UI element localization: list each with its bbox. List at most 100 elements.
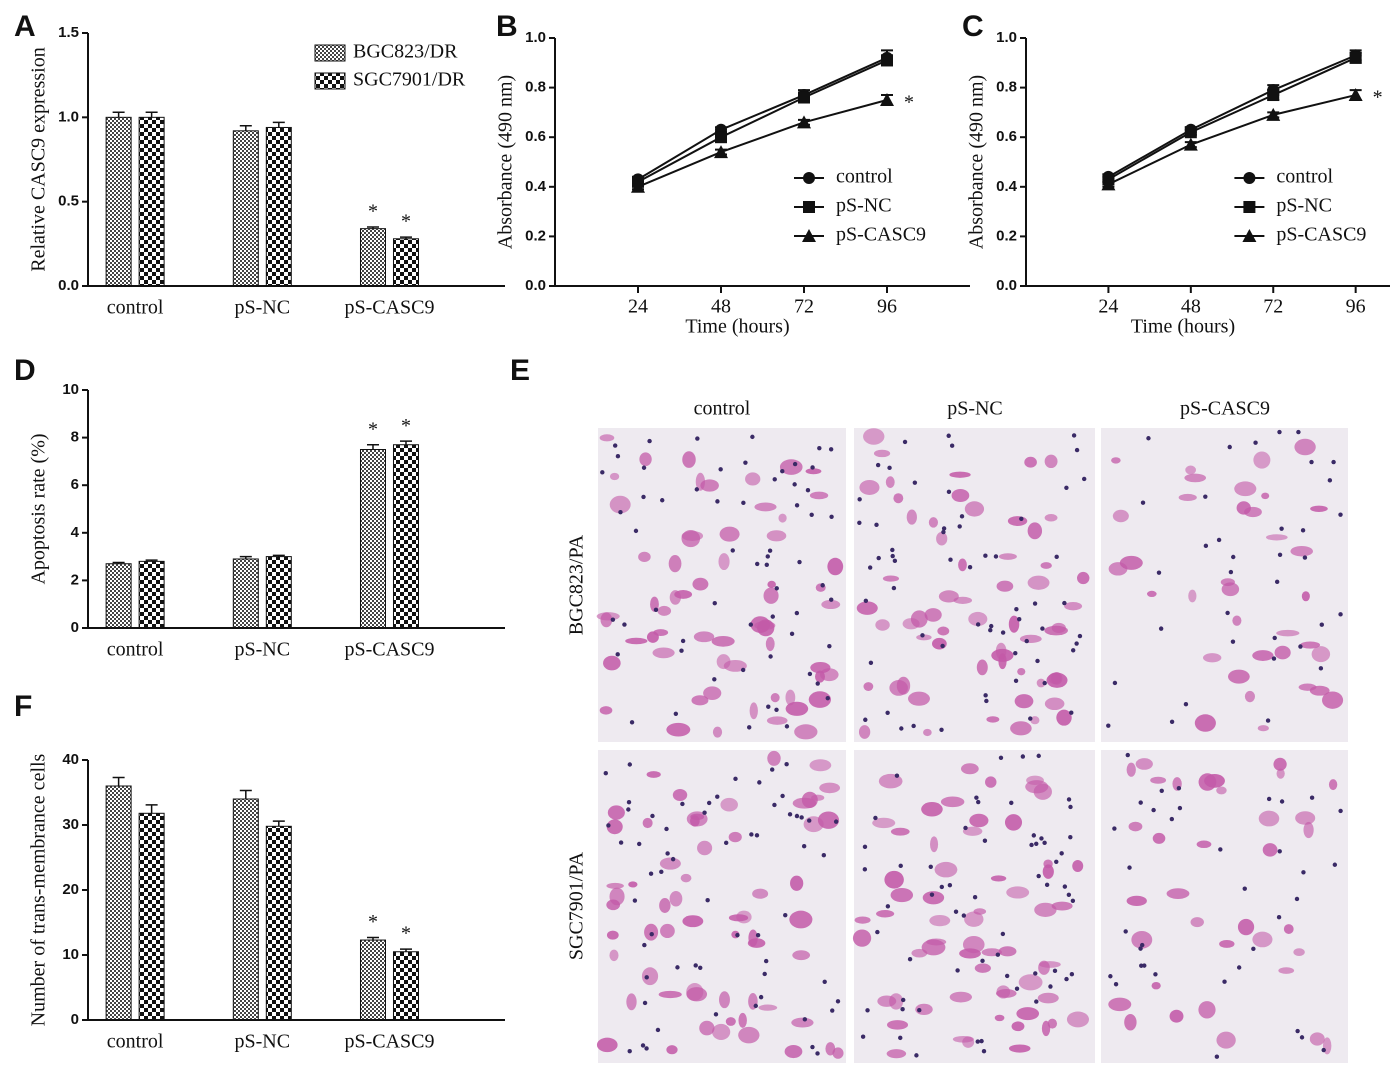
dot — [894, 773, 900, 778]
bar — [138, 812, 165, 1021]
column-label: pS-NC — [947, 398, 1003, 420]
y-tick-label: 0 — [71, 619, 79, 636]
dot — [1029, 842, 1034, 848]
dot — [1066, 892, 1072, 897]
bar — [232, 798, 259, 1021]
cell — [638, 551, 651, 563]
significance-mark: * — [401, 923, 411, 945]
cell — [808, 691, 831, 708]
dot — [1225, 610, 1230, 616]
y-tick-label: 1.5 — [58, 24, 79, 41]
dot — [857, 520, 862, 525]
cell — [1194, 714, 1216, 732]
dot — [1319, 622, 1324, 627]
dot — [789, 631, 795, 637]
cell — [995, 642, 1007, 660]
y-tick-label: 0.4 — [996, 178, 1018, 195]
dot — [976, 799, 981, 805]
cell — [712, 1023, 731, 1040]
dot — [815, 1051, 820, 1056]
cell — [697, 840, 713, 856]
dot — [680, 638, 686, 644]
error-bar — [145, 111, 158, 118]
panel-letter: F — [14, 690, 32, 723]
dot — [1279, 526, 1284, 531]
dot — [988, 628, 993, 633]
cell — [1007, 516, 1028, 526]
cell — [809, 759, 832, 772]
marker — [1101, 177, 1116, 191]
dot — [1013, 678, 1019, 683]
cell — [658, 990, 682, 999]
dot — [1203, 494, 1208, 499]
dot — [758, 994, 764, 1000]
cell — [699, 1020, 715, 1036]
dot — [1299, 1035, 1305, 1040]
x-axis-label: Time (hours) — [685, 316, 789, 338]
micrograph-panel: E control pS-NC pS-CASC9 BGC823/PA SGC79… — [510, 354, 1348, 1063]
dot — [900, 1007, 905, 1012]
cell — [1042, 864, 1054, 879]
dot — [939, 727, 944, 732]
dot — [733, 776, 738, 782]
y-tick-label: 1.0 — [58, 108, 79, 125]
dot — [1227, 444, 1232, 450]
cell — [1072, 859, 1084, 872]
dot — [615, 454, 621, 459]
dot — [983, 553, 988, 558]
marker — [1184, 126, 1197, 139]
dot — [1062, 884, 1068, 889]
cell — [1112, 509, 1129, 523]
cell — [1309, 1032, 1325, 1046]
dot — [876, 555, 881, 561]
cell — [1276, 629, 1300, 637]
cell — [924, 608, 942, 622]
cell — [890, 887, 914, 903]
dot — [917, 1007, 922, 1013]
y-tick-label: 0.2 — [525, 227, 546, 244]
series-line — [1107, 94, 1356, 186]
y-tick-label: 0.2 — [996, 227, 1017, 244]
cell — [998, 553, 1017, 560]
dot — [629, 720, 635, 725]
dot — [810, 1044, 815, 1050]
bar — [359, 939, 386, 1021]
panel-letter: D — [14, 354, 36, 387]
dot — [612, 443, 618, 448]
cell — [854, 916, 871, 924]
dot — [754, 833, 760, 838]
cell — [961, 763, 979, 775]
cell — [1252, 650, 1274, 661]
dot — [885, 904, 891, 909]
cell — [1036, 678, 1046, 688]
cell — [1025, 780, 1049, 794]
dot — [898, 863, 903, 869]
marker — [1183, 137, 1198, 151]
cell — [886, 1020, 909, 1030]
dot — [712, 677, 717, 682]
cell — [1034, 902, 1057, 917]
cell — [659, 857, 681, 870]
dot — [1138, 800, 1143, 805]
y-tick-label: 6 — [71, 476, 79, 493]
cell — [886, 1049, 907, 1059]
x-tick-label: pS-NC — [235, 1031, 291, 1053]
dot — [1140, 500, 1146, 505]
cell — [1135, 758, 1153, 770]
marker — [803, 201, 815, 213]
cell — [1216, 1031, 1236, 1049]
cell — [1014, 694, 1034, 709]
panel-letter: C — [962, 10, 984, 43]
cell — [1077, 571, 1090, 585]
cell — [929, 914, 951, 927]
cell — [1024, 456, 1037, 468]
x-tick-label: 24 — [1098, 296, 1118, 318]
cell — [1044, 625, 1068, 636]
dot — [600, 470, 605, 475]
cell — [1234, 481, 1257, 497]
dot — [980, 958, 985, 964]
legend-label: pS-CASC9 — [836, 224, 926, 246]
dot — [748, 622, 754, 627]
cell — [720, 797, 738, 812]
cell — [827, 557, 844, 576]
